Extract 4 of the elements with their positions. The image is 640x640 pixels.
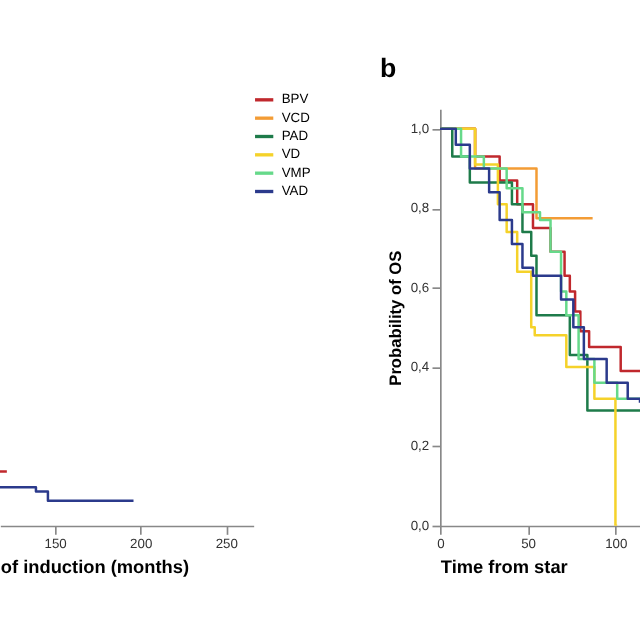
x-axis-title: of induction (months) xyxy=(0,557,190,578)
y-axis-title: Probability of OS xyxy=(384,249,405,386)
chart-title: b xyxy=(380,53,397,84)
x-axis-title: Time from star xyxy=(440,557,569,578)
